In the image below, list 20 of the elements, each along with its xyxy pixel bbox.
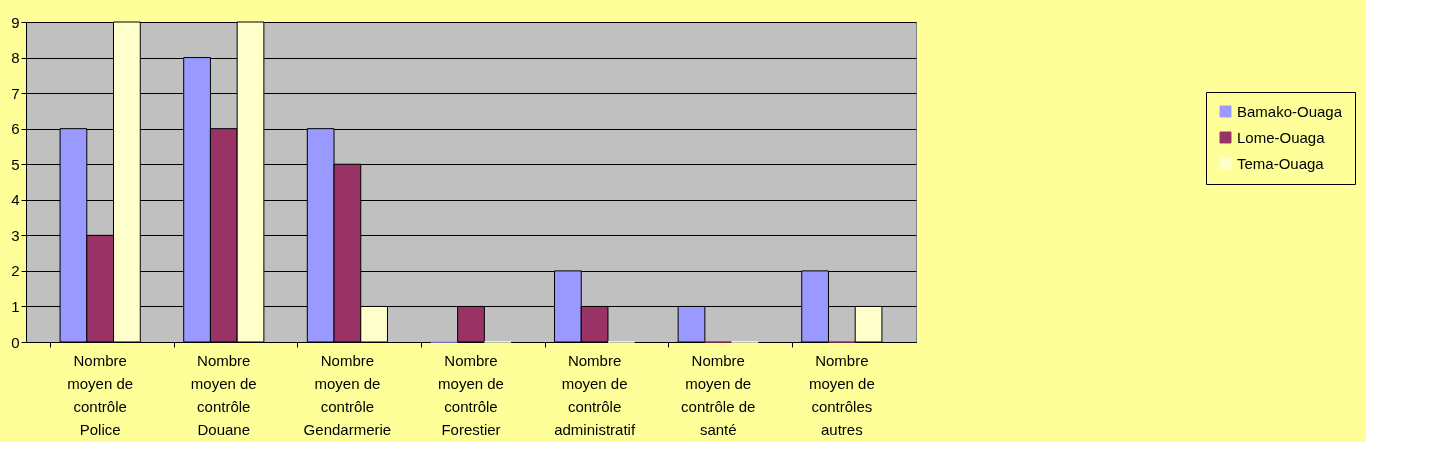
y-tick-label: 9 bbox=[11, 13, 20, 31]
x-tick-label: Nombre moyen de contrôles autres bbox=[808, 351, 875, 438]
y-tick-label: 7 bbox=[11, 84, 20, 102]
x-tick-label: Nombre moyen de contrôle de santé bbox=[681, 351, 756, 438]
x-tick-label: Nombre moyen de contrôle administratif bbox=[554, 351, 636, 438]
legend-label: Lome-Ouaga bbox=[1237, 128, 1326, 146]
y-tick-label: 8 bbox=[11, 49, 20, 67]
y-tick-label: 2 bbox=[11, 262, 20, 280]
y-tick-label: 1 bbox=[11, 297, 20, 315]
x-tick-label: Nombre moyen de contrôle Forestier bbox=[438, 351, 504, 438]
legend-label: Bamako-Ouaga bbox=[1237, 102, 1343, 120]
y-tick-label: 3 bbox=[11, 226, 20, 244]
legend-label: Tema-Ouaga bbox=[1237, 154, 1325, 172]
x-tick-label: Nombre moyen de contrôle Gendarmerie bbox=[303, 351, 392, 438]
y-tick-label: 0 bbox=[11, 333, 20, 351]
x-tick-label: Nombre moyen de contrôle Douane bbox=[190, 351, 257, 438]
y-tick-label: 4 bbox=[11, 191, 20, 209]
y-tick-label: 5 bbox=[11, 155, 20, 173]
x-tick-label: Nombre moyen de contrôle Police bbox=[67, 351, 134, 438]
y-tick-label: 6 bbox=[11, 120, 20, 138]
